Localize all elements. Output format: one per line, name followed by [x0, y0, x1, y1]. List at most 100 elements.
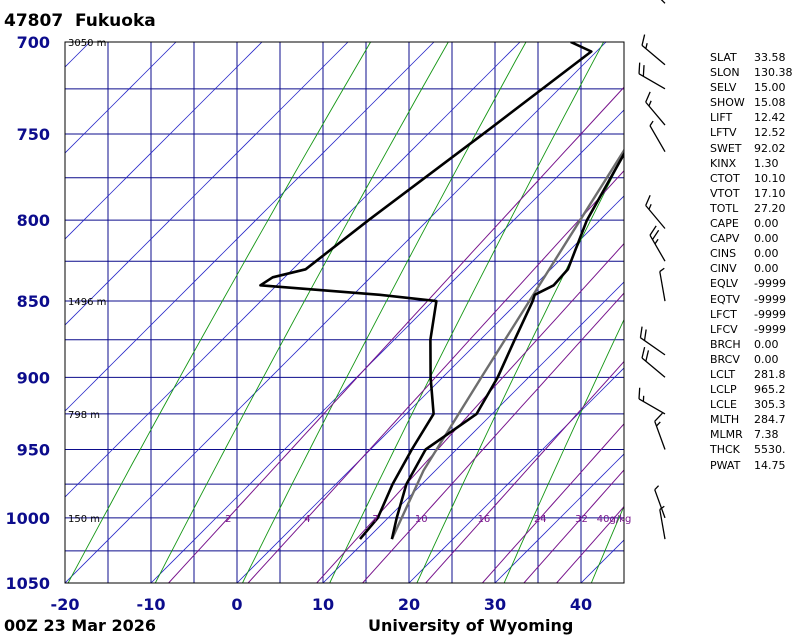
wind-barb: [659, 267, 666, 302]
isotherm-line: [65, 42, 177, 154]
temperature-tick-label: 0: [231, 595, 242, 614]
index-value: 15.08: [754, 96, 786, 110]
dewpoint-trace: [259, 42, 593, 540]
mixing-ratio-line: [247, 169, 624, 583]
index-value: 305.3: [754, 398, 786, 412]
index-row: SELV 15.00: [710, 80, 793, 95]
index-value: -9999: [754, 292, 786, 306]
index-value: 33.58: [754, 51, 786, 64]
pressure-tick-label: 1050: [5, 574, 50, 593]
dry-adiabat-line: [242, 42, 527, 583]
index-name: SELV: [710, 81, 737, 95]
index-name: LCLE: [710, 398, 737, 412]
index-value: 0.00: [754, 262, 779, 276]
index-value: -9999: [754, 277, 786, 291]
index-name: MLTH: [710, 413, 740, 427]
wind-barb-half-flag: [645, 43, 648, 49]
dry-adiabat-line: [67, 42, 371, 583]
station-name: Fukuoka: [75, 11, 156, 31]
index-row: MLMR 7.38: [710, 427, 793, 442]
index-name: CINV: [710, 262, 737, 276]
mixing-ratio-label: 10: [415, 514, 428, 525]
index-row: CAPV 0.00: [710, 231, 793, 246]
mixing-ratio-label: 4: [304, 514, 310, 525]
pressure-tick-label: 750: [17, 125, 50, 144]
mixing-ratio-line: [425, 360, 624, 583]
height-label: 798 m: [68, 410, 100, 421]
wind-barb-half-flag: [659, 267, 665, 273]
wind-barb-flag: [642, 65, 645, 77]
wind-barb-staff: [643, 0, 666, 4]
wind-barb-staff: [645, 205, 666, 229]
wind-barb-staff: [649, 125, 666, 153]
index-row: EQTV -9999: [710, 292, 793, 307]
wind-barb-half-flag: [642, 395, 645, 402]
index-row: SHOW 15.08: [710, 95, 793, 110]
index-row: TOTL 27.20: [710, 201, 793, 216]
isotherm-line: [65, 42, 91, 68]
temperature-tick-label: 30: [484, 595, 506, 614]
wind-barb-flag: [654, 412, 663, 422]
wind-barb: [645, 195, 666, 229]
index-name: LFTV: [710, 126, 737, 140]
index-row: CINV 0.00: [710, 261, 793, 276]
chart-title: 47807 Fukuoka: [4, 11, 156, 31]
wind-barb: [638, 62, 666, 90]
temperature-tick-label: 10: [312, 595, 334, 614]
wind-barb-half-flag: [655, 421, 661, 427]
index-row: KINX 1.30: [710, 156, 793, 171]
index-value: 0.00: [754, 217, 779, 231]
index-name: KINX: [710, 156, 737, 170]
pressure-tick-label: 950: [17, 440, 50, 459]
mixing-ratio-line: [316, 242, 624, 583]
mixing-ratio-line: [168, 86, 624, 583]
isotherm-line: [65, 42, 521, 498]
plot-frame: [64, 41, 625, 584]
index-value: 15.00: [754, 81, 786, 95]
isotherm-line: [408, 367, 624, 583]
index-value: 284.7: [754, 413, 786, 427]
wind-barb-flag: [645, 91, 651, 103]
index-row: LCLT 281.8: [710, 367, 793, 382]
index-name: SWET: [710, 141, 742, 155]
index-value: 14.75: [754, 458, 786, 472]
index-name: PWAT: [710, 458, 741, 472]
mixing-ratio-line: [523, 469, 624, 583]
temperature-tick-label: -20: [51, 595, 80, 614]
mixing-ratio-label: 32: [575, 514, 588, 525]
dry-adiabat-line: [329, 42, 604, 583]
index-value: 27.20: [754, 201, 786, 215]
index-row: LCLP 965.2: [710, 382, 793, 397]
mixing-ratio-label: 24: [534, 514, 547, 525]
wind-barb: [645, 91, 666, 126]
isotherm-line: [65, 42, 349, 326]
mixing-ratio-label: 7: [372, 514, 378, 525]
index-value: 17.10: [754, 186, 786, 200]
index-name: THCK: [710, 443, 740, 457]
isotherm-line: [0, 42, 4, 583]
index-row: LCLE 305.3: [710, 397, 793, 412]
index-name: CAPE: [710, 217, 739, 231]
pressure-tick-label: 1000: [5, 509, 50, 528]
index-name: CINS: [710, 247, 737, 261]
index-row: THCK 5530.: [710, 442, 793, 457]
height-label: 150 m: [68, 514, 100, 525]
mixing-ratio-line: [482, 423, 624, 583]
wind-barb-staff: [659, 271, 666, 302]
index-row: PWAT 14.75: [710, 458, 793, 473]
index-value: 0.00: [754, 247, 779, 261]
mixing-ratio-label: 2: [225, 514, 231, 525]
index-value: 0.00: [754, 352, 779, 366]
isotherm-line: [236, 195, 624, 583]
index-value: 281.8: [754, 367, 786, 381]
index-value: -9999: [754, 307, 786, 321]
wind-barb-half-flag: [654, 238, 659, 245]
index-value: 1.30: [754, 156, 779, 170]
dry-adiabat-line: [416, 152, 624, 583]
temperature-trace: [390, 151, 624, 540]
wind-barb-staff: [641, 44, 666, 66]
index-name: LFCT: [710, 307, 737, 321]
temperature-tick-label: 40: [570, 595, 592, 614]
isotherm-line: [65, 42, 263, 240]
